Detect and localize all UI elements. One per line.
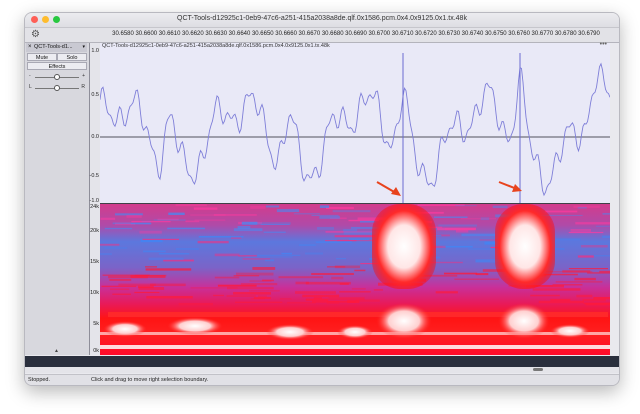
ruler-tick-label: 30.6790 [578,31,600,37]
ruler-tick-label: 30.6690 [345,31,367,37]
window-title: QCT-Tools-d12925c1-0eb9-47c6-a251-415a20… [177,15,467,22]
annotation-arrow [376,181,401,196]
track-control-panel: × QCT-Tools-d1... ▾ Mute Solo Effects - … [25,43,90,355]
spectral-burst [372,204,436,289]
ruler-tick-label: 30.6770 [531,31,554,37]
ruler-tick-label: 30.6730 [438,31,461,37]
ruler-tick-label: 30.6610 [158,31,181,37]
ruler-tick-label: 30.6700 [368,31,391,37]
status-bar: Stopped. Click and drag to move right se… [25,374,619,385]
gear-icon[interactable]: ⚙ [31,29,40,40]
ruler-tick-label: 30.6670 [298,31,321,37]
track-area-bottom [25,356,619,367]
spectrogram-axis-label: 20k [90,228,99,234]
pan-slider-knob[interactable] [54,85,60,91]
waveform-view[interactable]: QCT-Tools-d12925c1-0eb9-47c6-a251-415a20… [100,41,610,204]
ruler-tick-label: 30.6600 [135,31,158,37]
solo-button[interactable]: Solo [57,53,87,61]
waveform-axis-label: 0.5 [91,92,99,98]
spectrogram-axis-label: 15k [90,259,99,265]
clip-name[interactable]: QCT-Tools-d12925c1-0eb9-47c6-a251-415a20… [102,43,330,49]
ruler-tick-label: 30.6580 [112,31,134,37]
gain-minus-label: - [29,73,31,79]
effects-button[interactable]: Effects [27,62,87,70]
ruler-tick-label: 30.6640 [228,31,251,37]
maximize-window-button[interactable] [53,16,60,23]
ruler-tick-label: 30.6620 [182,31,204,37]
minimize-window-button[interactable] [42,16,49,23]
collapse-track-button[interactable]: ▲ [54,348,59,354]
horizontal-scrollbar[interactable] [25,367,619,373]
waveform-axis-label: -0.5 [89,173,99,179]
spectrogram-svg [100,204,610,355]
ruler-tick-label: 30.6630 [205,31,228,37]
clip-menu-icon[interactable]: ••• [599,41,607,48]
spectrogram-axis-label: 10k [90,290,99,296]
timeline-ruler[interactable]: ⚙ 30.6580 30.6600 30.6610 30.6620 30.6630 30.… [25,28,619,43]
waveform-axis-label: 1.0 [91,48,99,54]
ruler-tick-label: 30.6780 [554,31,577,37]
spectrogram-view[interactable] [100,204,610,355]
status-state: Stopped. [28,377,51,383]
app-window: QCT-Tools-d12925c1-0eb9-47c6-a251-415a20… [24,12,620,386]
spectrogram-axis-label: 5k [93,321,99,327]
close-window-button[interactable] [31,16,38,23]
ruler-tick-label: 30.6710 [391,31,414,37]
ruler-tick-label: 30.6680 [321,31,344,37]
pan-right-label: R [81,84,85,90]
scrollbar-thumb[interactable] [533,368,543,371]
ruler-tick-label: 30.6660 [275,31,297,37]
gain-plus-label: + [82,73,85,79]
annotation-arrow [498,181,522,192]
status-hint: Click and drag to move right selection b… [91,377,209,383]
track-name-bar[interactable]: × QCT-Tools-d1... ▾ [26,43,87,52]
pan-left-label: L [29,84,32,90]
spectrogram-axis-label: 0k [93,348,99,354]
ruler-tick-label: 30.6750 [484,31,507,37]
spectrogram-axis-label: 24k [90,204,99,210]
waveform-svg [100,53,610,203]
ruler-tick-label: 30.6720 [415,31,437,37]
chevron-down-icon[interactable]: ▾ [82,44,85,50]
ruler-tick-label: 30.6650 [251,31,274,37]
mute-button[interactable]: Mute [27,53,57,61]
title-bar: QCT-Tools-d12925c1-0eb9-47c6-a251-415a20… [25,13,619,28]
waveform-axis-label: 0.0 [91,134,99,140]
close-track-icon[interactable]: × [28,44,32,50]
ruler-tick-label: 30.6760 [508,31,530,37]
gain-slider-knob[interactable] [54,74,60,80]
vertical-scale: 1.0 0.5 0.0 -0.5 -1.0 24k 20k 15k 10k 5k… [90,43,100,355]
waveform-line [100,62,610,197]
track-name: QCT-Tools-d1... [34,44,73,50]
spectral-burst [495,204,555,289]
waveform-axis-label: -1.0 [89,198,99,204]
gain-slider[interactable]: - + [29,73,85,81]
ruler-tick-label: 30.6740 [461,31,484,37]
pan-slider[interactable]: L R [29,84,85,92]
